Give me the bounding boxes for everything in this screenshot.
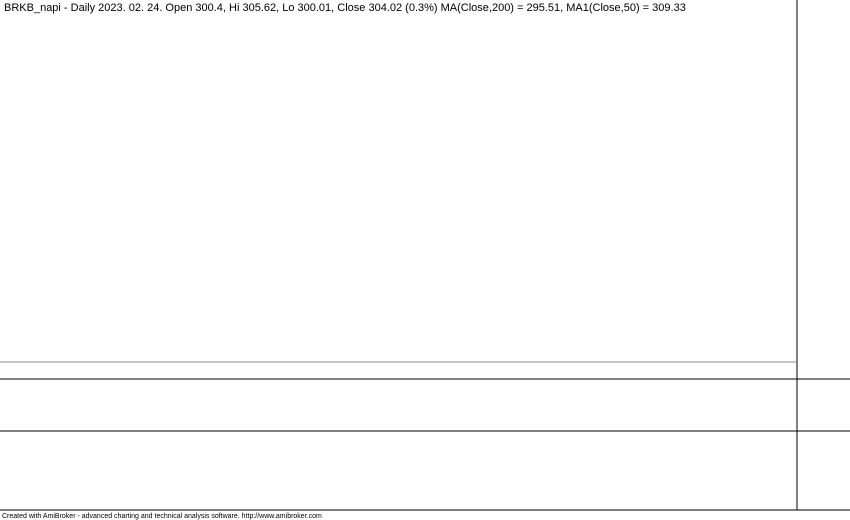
footer: Created with AmiBroker - advanced charti…: [2, 513, 322, 520]
chart-title: BRKB_napi - Daily 2023. 02. 24. Open 300…: [4, 2, 686, 14]
